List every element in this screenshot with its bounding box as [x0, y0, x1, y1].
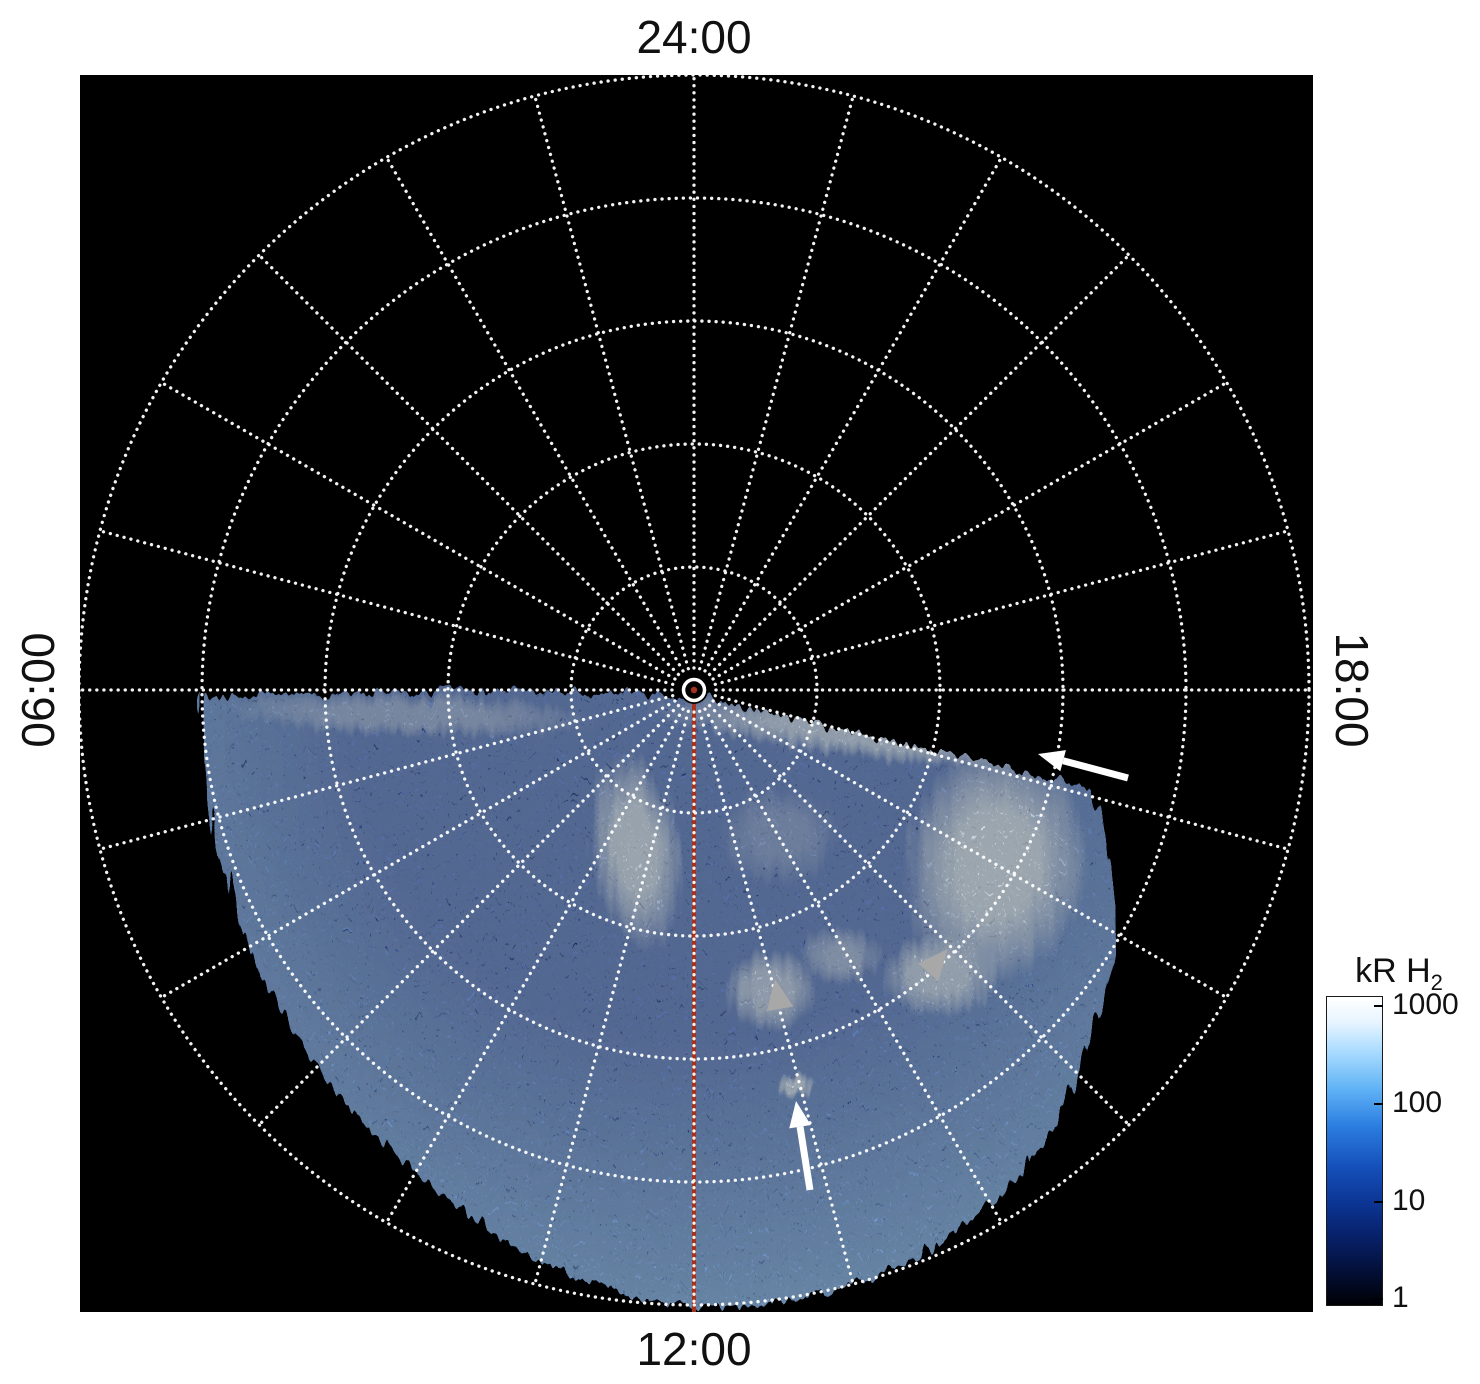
label-left-0600: 06:00 [12, 632, 64, 748]
graticule-spoke [707, 703, 1131, 1127]
colorbar-tickmark [1374, 1200, 1383, 1203]
graticule-spoke [711, 699, 1229, 1000]
graticule-ring [80, 75, 1311, 1307]
colorbar: kR H2 1000 100 10 1 [1318, 952, 1480, 1362]
colorbar-tickmark [1374, 1005, 1383, 1008]
graticule-spoke [713, 529, 1290, 686]
colorbar-tick-1: 1 [1392, 1281, 1409, 1315]
label-bottom-1200: 12:00 [636, 1323, 752, 1375]
colorbar-title: kR H2 [1318, 952, 1480, 996]
pole-marker-ring [681, 677, 707, 703]
annotation-arrow-head [789, 1101, 811, 1129]
polar-aurora-figure [80, 75, 1311, 1312]
graticule-spoke [533, 94, 690, 671]
graticule-spoke [533, 709, 690, 1286]
polar-graticule [80, 75, 1311, 1307]
graticule-spoke [384, 707, 685, 1225]
graticule-spoke [257, 703, 681, 1127]
label-top-2400: 24:00 [636, 11, 752, 63]
graticule-spoke [384, 155, 685, 673]
speckle-noise-light [202, 691, 1117, 1308]
graticule-spoke [98, 694, 675, 851]
graticule-spoke [703, 707, 1004, 1225]
graticule-spoke [703, 155, 1004, 673]
colorbar-tick-1000: 1000 [1392, 988, 1459, 1022]
pole-marker-dot [690, 686, 698, 694]
graticule-spoke [713, 694, 1290, 851]
colorbar-tick-100: 100 [1392, 1085, 1443, 1119]
annotation-arrow-shaft [1062, 757, 1129, 782]
colorbar-tick-10: 10 [1392, 1183, 1426, 1217]
polar-plot-area [80, 75, 1313, 1312]
annotation-gray-arrowhead [917, 949, 948, 981]
label-right-1800: 18:00 [1326, 632, 1378, 748]
graticule-spoke [98, 529, 675, 686]
colorbar-gradient-bar [1326, 996, 1383, 1306]
annotation-gray-arrowhead [766, 979, 794, 1012]
colorbar-title-text: kR H [1355, 952, 1431, 990]
annotation-arrow-shaft [796, 1126, 814, 1191]
colorbar-tickmark [1374, 1102, 1383, 1105]
graticule-spoke [698, 709, 855, 1286]
emission-layer [202, 691, 1117, 1308]
graticule-spoke [698, 94, 855, 671]
graticule-spoke [711, 380, 1229, 681]
colorbar-title-subscript: 2 [1430, 969, 1443, 995]
annotation-arrow-head [1038, 750, 1066, 772]
graticule-spoke [707, 253, 1131, 677]
graticule-spoke [159, 699, 677, 1000]
graticule-spoke [159, 380, 677, 681]
graticule-ring [446, 442, 942, 938]
colorbar-tickmark [1374, 1298, 1383, 1301]
annotations [766, 750, 1129, 1191]
graticule-spoke [257, 253, 681, 677]
